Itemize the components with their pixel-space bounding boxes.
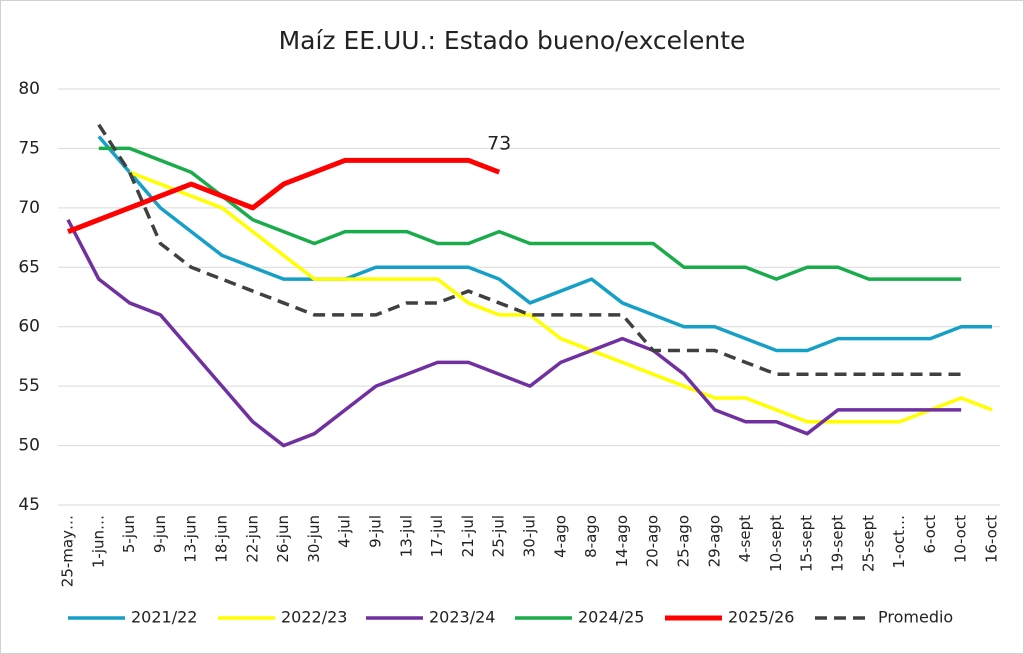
x-tick-label: 15-sept (798, 515, 816, 572)
x-tick-label: 16-oct (983, 515, 1001, 563)
x-tick-label: 18-jun (213, 515, 231, 563)
legend-label: 2023/24 (429, 608, 495, 627)
x-tick-label: 22-jun (243, 515, 261, 563)
series-line (97, 123, 962, 377)
x-tick-label: 1-jun… (89, 515, 107, 568)
x-tick-label: 9-jul (367, 515, 385, 548)
x-tick-label: 26-jun (274, 515, 292, 563)
x-tick-label: 19-sept (829, 515, 847, 572)
y-tick-label: 70 (18, 198, 40, 218)
x-tick-label: 8-ago (582, 515, 600, 558)
x-tick-label: 5-jun (120, 515, 138, 553)
chart-title: Maíz EE.UU.: Estado bueno/excelente (279, 26, 746, 55)
series-line (98, 146, 962, 281)
x-tick-label: 25-jul (490, 515, 508, 557)
legend-label: 2025/26 (728, 608, 794, 627)
x-tick-label: 6-oct (921, 515, 939, 554)
legend-label: 2022/23 (281, 608, 347, 627)
x-tick-label: 14-ago (613, 515, 631, 567)
y-tick-label: 60 (18, 317, 40, 337)
x-tick-label: 1-oct… (890, 515, 908, 569)
y-tick-label: 65 (18, 257, 40, 277)
x-tick-label: 30-jun (305, 515, 323, 563)
series-line (67, 157, 501, 234)
legend-label: 2024/25 (578, 608, 644, 627)
x-tick-label: 30-jul (521, 515, 539, 557)
x-tick-label: 4-sept (736, 515, 754, 563)
x-tick-label: 25-ago (675, 515, 693, 567)
x-tick-label: 13-jun (182, 515, 200, 563)
series-line (66, 218, 962, 448)
series-line (97, 135, 992, 353)
y-tick-label: 45 (18, 495, 40, 515)
x-tick-label: 10-sept (767, 515, 785, 572)
x-tick-label: 4-ago (551, 515, 569, 558)
y-tick-label: 75 (18, 138, 40, 158)
x-tick-label: 9-jun (151, 515, 169, 553)
x-tick-label: 13-jul (397, 515, 415, 557)
x-tick-label: 17-jul (428, 515, 446, 557)
y-tick-label: 80 (18, 79, 40, 99)
x-tick-label: 4-jul (336, 515, 354, 548)
x-tick-label: 20-ago (644, 515, 662, 567)
x-tick-label: 25-sept (859, 515, 877, 572)
series-line (128, 170, 993, 424)
x-tick-label: 25-may… (59, 515, 77, 587)
x-tick-label: 10-oct (952, 515, 970, 563)
data-label: 73 (487, 133, 511, 155)
y-tick-label: 50 (18, 436, 40, 456)
legend-label: Promedio (878, 608, 953, 627)
y-tick-label: 55 (18, 376, 40, 396)
legend-label: 2021/22 (131, 608, 197, 627)
x-tick-label: 21-jul (459, 515, 477, 557)
x-tick-label: 29-ago (705, 515, 723, 567)
